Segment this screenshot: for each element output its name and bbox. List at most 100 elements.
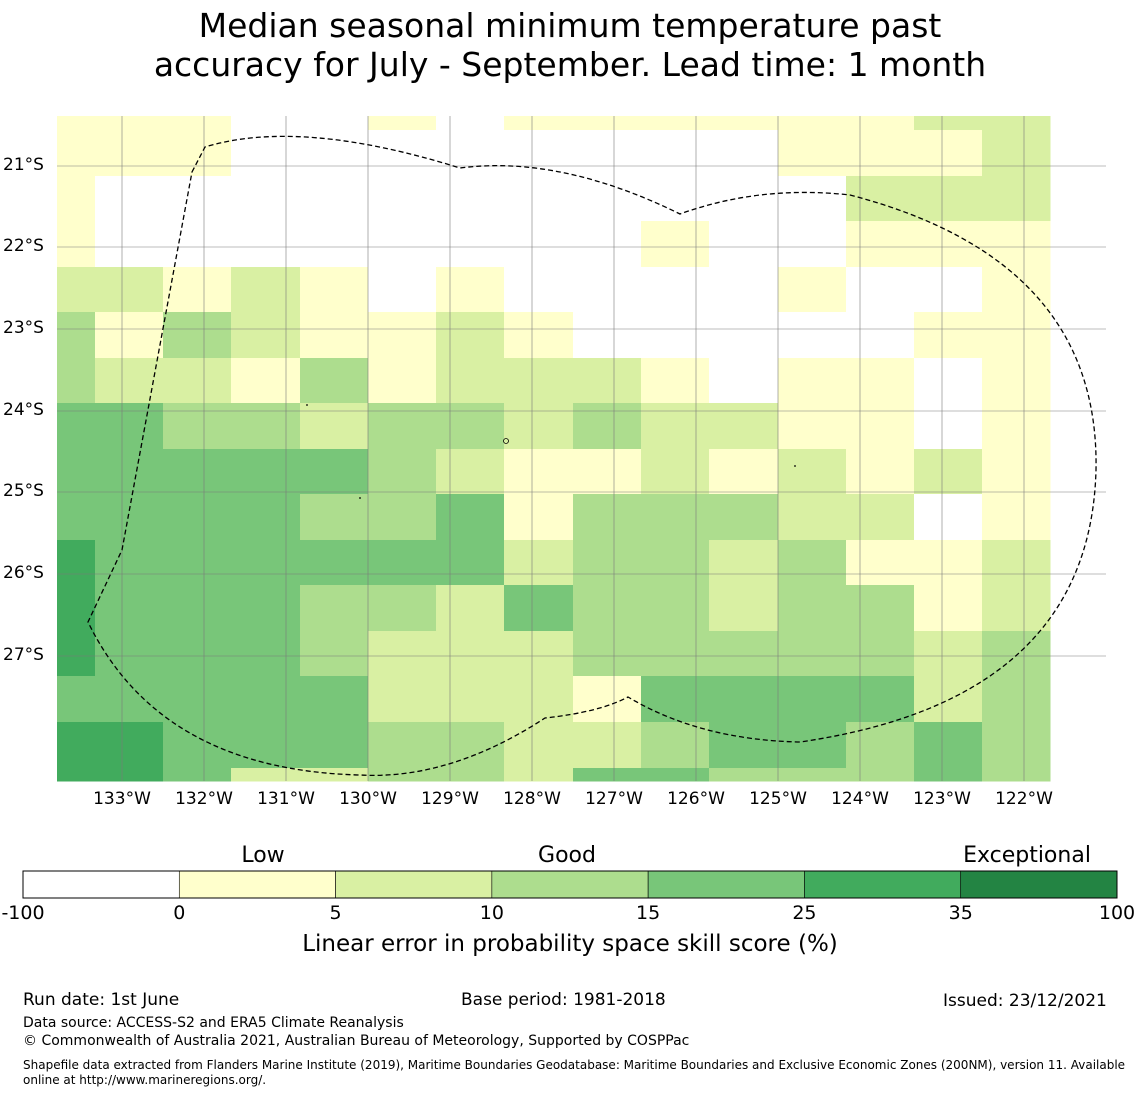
grid-cell [436, 631, 505, 677]
colorbar-swatch [960, 870, 1118, 899]
colorbar-tick-label: 0 [173, 902, 186, 924]
grid-cell [709, 768, 779, 782]
grid-cell [436, 358, 505, 404]
data-source: Data source: ACCESS-S2 and ERA5 Climate … [23, 1015, 404, 1031]
longitude-label: 128°W [503, 789, 561, 809]
grid-cell [778, 449, 847, 495]
grid-cell [95, 221, 164, 268]
grid-cell [95, 585, 164, 632]
grid-cell [504, 585, 574, 632]
grid-cell [504, 267, 574, 313]
colorbar-swatch [22, 870, 180, 899]
grid-cell [436, 403, 505, 450]
grid-cell [368, 631, 437, 677]
colorbar-category-label: Good [538, 843, 596, 868]
grid-cell [368, 267, 437, 313]
grid-cell [641, 358, 710, 404]
grid-cell [709, 176, 779, 222]
colorbar-tick-label: 10 [479, 902, 504, 924]
colorbar-swatch [178, 870, 336, 899]
grid-cell [231, 358, 301, 404]
grid-cell [504, 449, 574, 495]
grid-cell [57, 403, 96, 450]
grid-cell [573, 358, 642, 404]
grid-cell [504, 403, 574, 450]
grid-cell [709, 676, 779, 723]
grid-cell [641, 631, 710, 677]
grid-cell [641, 116, 710, 131]
grid-cell [573, 403, 642, 450]
colorbar-swatch [335, 870, 493, 899]
grid-cell [573, 449, 642, 495]
title-line-1: Median seasonal minimum temperature past [198, 6, 942, 45]
grid-cell [573, 312, 642, 359]
eez-boundary [87, 135, 1097, 777]
latitude-label: 24°S [3, 400, 44, 420]
grid-cell [163, 540, 232, 586]
grid-cell [914, 221, 983, 268]
grid-cell [982, 449, 1051, 495]
grid-cell [778, 540, 847, 586]
colorbar-category-label: Low [241, 843, 285, 868]
grid-cell [982, 358, 1051, 404]
grid-cell [709, 358, 779, 404]
grid-cell [709, 585, 779, 632]
grid-cell [504, 312, 574, 359]
grid-cell [436, 176, 505, 222]
grid-cell [914, 116, 983, 131]
grid-cell [57, 221, 96, 268]
grid-cell [436, 494, 505, 541]
longitude-label: 130°W [339, 789, 397, 809]
grid-cell [778, 176, 847, 222]
grid-cell [231, 312, 301, 359]
grid-cell [95, 722, 164, 769]
grid-cell [300, 130, 369, 177]
grid-cell [368, 403, 437, 450]
grid-cell [368, 116, 437, 131]
grid-cell [436, 116, 505, 131]
grid-cell [709, 312, 779, 359]
grid-cell [982, 494, 1051, 541]
grid-cell [300, 540, 369, 586]
grid-cell [641, 722, 710, 769]
grid-cell [709, 130, 779, 177]
grid-cell [368, 722, 437, 769]
grid-cell [573, 631, 642, 677]
grid-cell [846, 585, 915, 632]
grid-cell [163, 116, 232, 131]
grid-cell [231, 585, 301, 632]
grid-cell [846, 267, 915, 313]
grid-cell [982, 585, 1051, 632]
grid-cell [573, 221, 642, 268]
grid-cell [914, 494, 983, 541]
grid-cell [982, 768, 1051, 782]
grid-cell [778, 631, 847, 677]
longitude-label: 129°W [421, 789, 479, 809]
latitude-label: 26°S [3, 563, 44, 583]
shapefile-credit: Shapefile data extracted from Flanders M… [23, 1058, 1126, 1087]
grid-cell [57, 585, 96, 632]
grid-cell [573, 722, 642, 769]
grid-cell [641, 494, 710, 541]
grid-cell [436, 676, 505, 723]
grid-cell [641, 676, 710, 723]
grid-cell [163, 676, 232, 723]
grid-cell [231, 130, 301, 177]
grid-cell [57, 267, 96, 313]
grid-cell [778, 130, 847, 177]
grid-cell [57, 722, 96, 769]
grid-cell [982, 631, 1051, 677]
grid-cell [300, 768, 369, 782]
grid-cell [914, 631, 983, 677]
grid-cell [368, 494, 437, 541]
copyright: © Commonwealth of Australia 2021, Austra… [23, 1033, 690, 1049]
latitude-label: 21°S [3, 155, 44, 175]
longitude-label: 123°W [913, 789, 971, 809]
grid-cell [709, 540, 779, 586]
grid-cell [846, 130, 915, 177]
grid-cell [504, 116, 574, 131]
title-line-2: accuracy for July - September. Lead time… [153, 45, 987, 84]
longitude-label: 131°W [257, 789, 315, 809]
grid-cell [163, 176, 232, 222]
